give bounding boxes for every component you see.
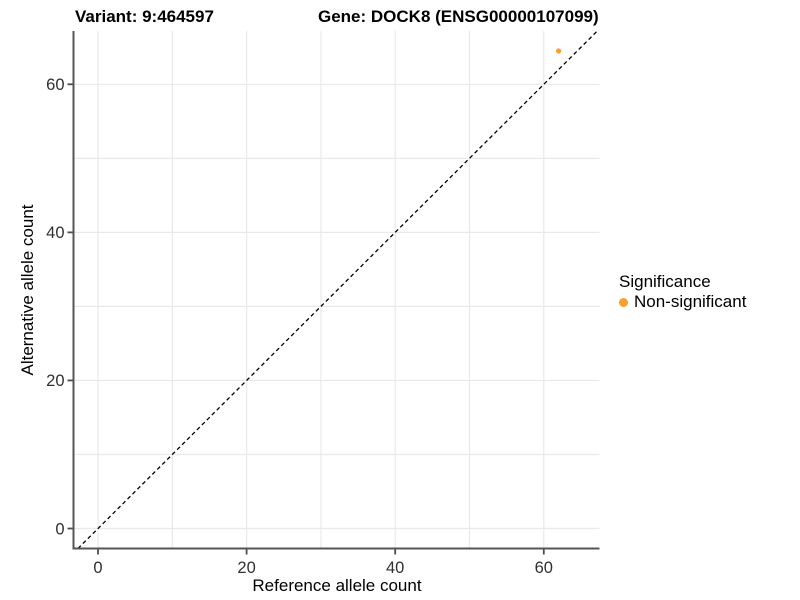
gene-title: Gene: DOCK8 (ENSG00000107099) (318, 7, 599, 26)
y-tick-label: 0 (55, 520, 64, 538)
y-tick-label: 60 (46, 76, 64, 94)
x-tick-label: 60 (535, 559, 553, 577)
legend-item-label: Non-significant (634, 292, 747, 311)
x-axis-title: Reference allele count (252, 576, 422, 595)
x-tick-label: 0 (93, 559, 102, 577)
nonsignificant-dot-icon (619, 297, 628, 307)
y-tick-label: 20 (46, 372, 64, 390)
data-point (556, 48, 562, 54)
legend-title: Significance (619, 272, 711, 291)
variant-title: Variant: 9:464597 (75, 7, 214, 26)
identity-line (77, 30, 598, 549)
x-tick-label: 40 (386, 559, 404, 577)
y-axis-title: Alternative allele count (18, 204, 37, 376)
x-tick-label: 20 (237, 559, 255, 577)
legend-item: Non-significant (619, 292, 746, 312)
y-tick-label: 40 (46, 224, 64, 242)
legend: Significance Non-significant (619, 272, 746, 312)
